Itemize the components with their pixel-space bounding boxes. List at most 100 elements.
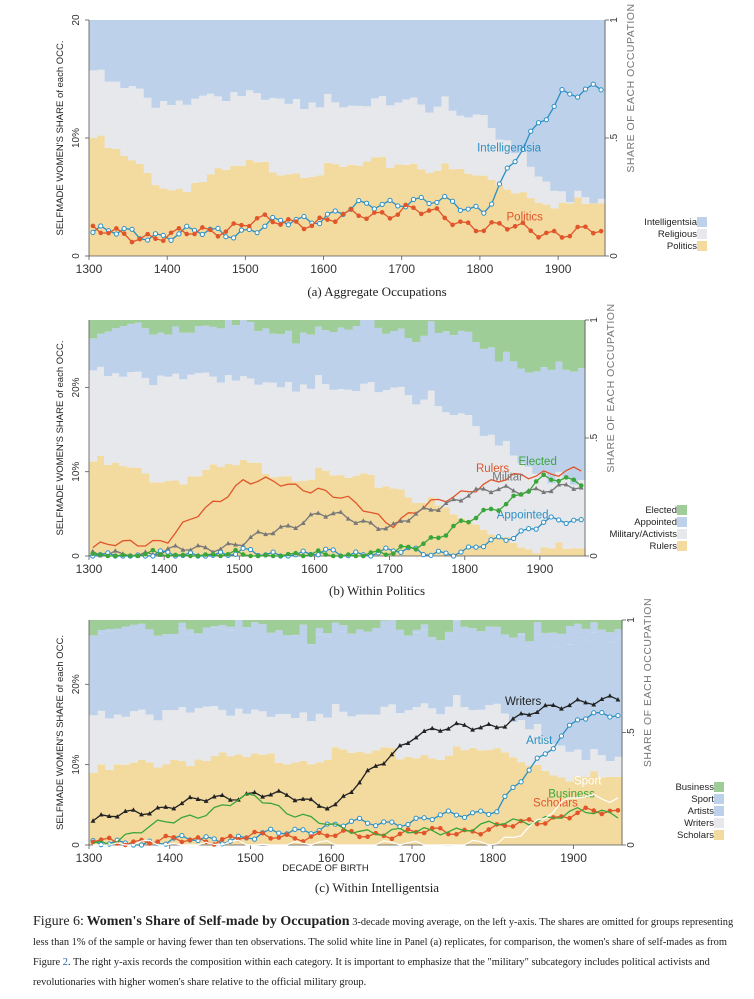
series-marker	[591, 710, 597, 716]
stack-bar	[565, 781, 575, 845]
series-marker	[255, 529, 261, 534]
stack-bar	[541, 770, 550, 845]
stack-bar	[169, 633, 179, 637]
series-marker	[410, 196, 417, 203]
series-marker	[152, 231, 159, 237]
stack-bar	[89, 461, 98, 556]
stack-bar	[237, 20, 246, 97]
stack-bar	[403, 710, 413, 757]
stack-bar	[164, 334, 173, 377]
stack-bar	[401, 164, 411, 256]
stack-bar	[315, 107, 325, 176]
series-marker	[308, 834, 314, 839]
stack-bar	[539, 547, 549, 556]
stack-bar	[484, 620, 494, 627]
stack-bar	[403, 620, 413, 636]
series-marker	[268, 826, 274, 832]
series-marker	[270, 549, 276, 555]
stack-bar	[355, 714, 365, 752]
series-marker	[559, 706, 564, 711]
series-label: Elected	[518, 456, 556, 468]
series-marker	[395, 212, 401, 217]
series-marker	[195, 796, 201, 801]
series-marker	[121, 231, 127, 236]
stack-bar	[541, 641, 550, 738]
stack-bar	[581, 640, 591, 760]
series-marker	[217, 549, 224, 555]
stack-bar	[569, 320, 579, 372]
stack-bar	[379, 706, 389, 748]
stack-bar	[307, 644, 316, 722]
series-marker	[502, 724, 508, 729]
stack-bar	[495, 20, 504, 140]
stack-bar	[306, 388, 316, 480]
stack-bar	[269, 477, 278, 556]
stack-bar	[565, 625, 575, 645]
stack-bar	[323, 636, 332, 718]
stack-bar	[177, 622, 187, 629]
series-marker	[121, 226, 127, 232]
figure-ref-link[interactable]: 2	[62, 957, 68, 968]
series-marker	[503, 483, 509, 488]
series-marker	[315, 548, 321, 553]
stack-bar	[112, 148, 121, 256]
series-marker	[486, 827, 492, 832]
stack-bar	[121, 764, 130, 845]
legend-label: Sport	[691, 794, 714, 805]
series-marker	[571, 486, 577, 491]
series-marker	[575, 224, 580, 230]
stack-bar	[254, 384, 263, 463]
series-marker	[180, 552, 186, 558]
stack-bar	[206, 174, 215, 256]
series-marker	[268, 836, 274, 841]
series-marker	[373, 763, 379, 768]
stack-bar	[153, 635, 163, 721]
stack-bar	[371, 750, 381, 845]
series-marker	[518, 779, 524, 785]
series-marker	[559, 235, 565, 240]
stack-bar	[250, 620, 260, 623]
stack-bar	[261, 320, 270, 329]
stack-bar	[282, 635, 292, 714]
stack-bar	[362, 20, 372, 107]
series-label: Scholars	[533, 797, 578, 809]
series-marker	[251, 836, 258, 842]
stack-bar	[605, 620, 615, 633]
stack-bar	[542, 181, 551, 205]
series-marker	[332, 219, 338, 225]
legend-swatch	[714, 782, 724, 792]
stack-bar	[274, 620, 284, 631]
stack-bar	[549, 620, 558, 633]
stack-bar	[352, 390, 361, 476]
series-marker	[494, 809, 500, 815]
x-tick-label: 1900	[545, 262, 572, 276]
series-marker	[357, 779, 362, 785]
series-marker	[466, 493, 471, 498]
stack-bar	[190, 182, 200, 256]
stack-bar	[487, 320, 496, 348]
series-marker	[480, 544, 487, 550]
series-marker	[357, 834, 362, 840]
stack-bar	[589, 203, 598, 256]
series-marker	[558, 733, 565, 739]
stack-bar	[539, 472, 549, 548]
series-marker	[158, 552, 163, 557]
stack-bar	[145, 629, 155, 715]
stack-bar	[409, 97, 418, 164]
series-marker	[406, 544, 411, 550]
legend-swatch	[677, 529, 687, 539]
stack-bar	[210, 620, 219, 627]
stack-bar	[201, 372, 210, 470]
series-marker	[590, 230, 596, 236]
series-marker	[105, 553, 111, 559]
series-marker	[248, 553, 253, 559]
series-intelligentsia: Intelligentsia	[90, 81, 604, 243]
stack-bar	[198, 181, 207, 256]
stack-bar	[193, 633, 203, 635]
x-tick-label: 1800	[467, 262, 494, 276]
stack-bar	[266, 716, 276, 754]
series-marker	[481, 228, 487, 234]
series-marker	[607, 714, 613, 720]
stack-bar	[229, 165, 239, 256]
series-marker	[348, 206, 354, 212]
